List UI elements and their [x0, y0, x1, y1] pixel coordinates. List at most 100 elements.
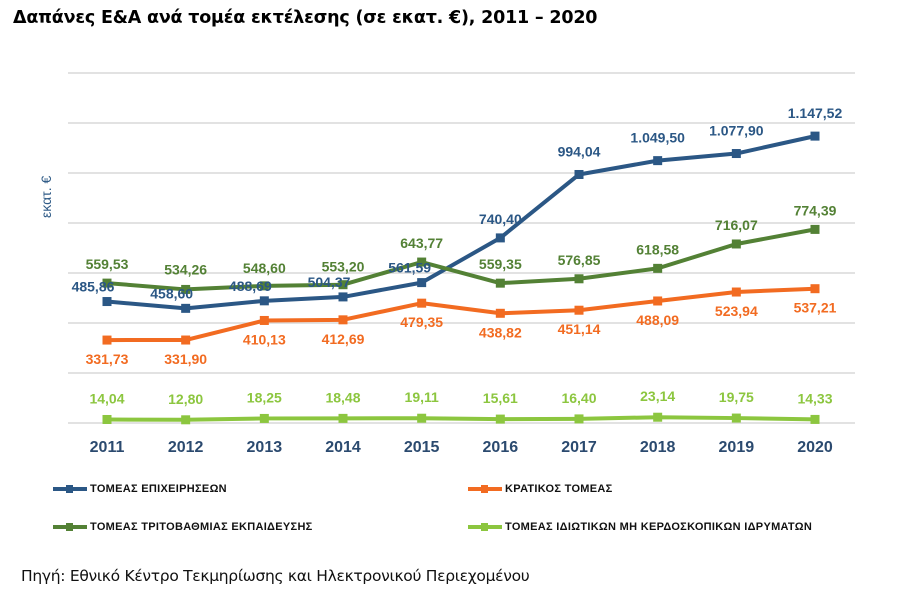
chart-title: Δαπάνες Ε&Α ανά τομέα εκτέλεσης (σε εκατ… — [13, 8, 598, 28]
data-point-business[interactable] — [338, 292, 348, 302]
x-tick-label: 2015 — [404, 439, 440, 456]
x-tick-label: 2014 — [325, 439, 361, 456]
data-point-higher-education[interactable] — [338, 280, 348, 290]
data-label-private-nonprofit: 16,40 — [561, 390, 596, 406]
data-label-government: 488,09 — [636, 312, 679, 328]
data-label-higher-education: 559,53 — [86, 256, 129, 272]
legend-item-business[interactable]: ΤΟΜΕΑΣ ΕΠΙΧΕΙΡΗΣΕΩΝ — [53, 483, 227, 495]
data-label-government: 331,73 — [86, 351, 129, 367]
data-label-government: 479,35 — [400, 314, 443, 330]
data-label-government: 537,21 — [794, 300, 837, 316]
data-point-government[interactable] — [731, 287, 741, 297]
data-label-business: 485,86 — [72, 279, 115, 295]
data-label-government: 331,90 — [164, 351, 207, 367]
data-point-higher-education[interactable] — [574, 274, 584, 284]
data-label-higher-education: 548,60 — [243, 260, 286, 276]
line-chart: 2011 2012 2013 2014 2015 2016 2017 2018 2019 2020… — [68, 72, 855, 456]
x-tick-label: 2012 — [168, 439, 204, 456]
data-point-higher-education[interactable] — [731, 239, 741, 249]
data-point-higher-education[interactable] — [181, 284, 191, 294]
data-point-private-nonprofit[interactable] — [417, 413, 427, 423]
series-line-higher-education — [106, 227, 816, 292]
data-labels: 485,86 458,60 488,69 504,37 561,59 740,40 994,… — [72, 105, 843, 407]
x-tick-label: 2011 — [90, 439, 125, 456]
data-point-private-nonprofit[interactable] — [495, 414, 505, 424]
legend-label: ΤΟΜΕΑΣ ΤΡΙΤΟΒΑΘΜΙΑΣ ΕΚΠΑΙΔΕΥΣΗΣ — [90, 521, 313, 533]
data-label-business: 740,40 — [479, 211, 522, 227]
legend-label: ΚΡΑΤΙΚΟΣ ΤΟΜΕΑΣ — [505, 483, 613, 495]
series-lines — [102, 131, 820, 425]
data-label-business: 1.049,50 — [630, 130, 685, 146]
data-label-higher-education: 774,39 — [794, 202, 837, 218]
data-label-private-nonprofit: 18,25 — [247, 389, 282, 405]
data-point-private-nonprofit[interactable] — [259, 413, 269, 423]
data-point-government[interactable] — [574, 305, 584, 315]
data-point-business[interactable] — [417, 278, 427, 288]
data-label-business: 561,59 — [388, 260, 431, 276]
data-point-business[interactable] — [574, 169, 584, 179]
data-point-higher-education[interactable] — [810, 224, 820, 234]
data-point-private-nonprofit[interactable] — [338, 413, 348, 423]
data-point-government[interactable] — [338, 315, 348, 325]
data-label-government: 523,94 — [715, 303, 758, 319]
legend-swatch — [53, 485, 87, 493]
data-label-government: 451,14 — [558, 321, 601, 337]
data-point-business[interactable] — [259, 296, 269, 306]
legend-swatch — [468, 485, 502, 493]
data-point-business[interactable] — [495, 233, 505, 243]
data-point-government[interactable] — [259, 315, 269, 325]
x-tick-label: 2020 — [797, 439, 833, 456]
legend-swatch — [468, 523, 502, 531]
data-point-private-nonprofit[interactable] — [653, 412, 663, 422]
data-point-business[interactable] — [181, 303, 191, 313]
data-point-business[interactable] — [731, 149, 741, 159]
x-tick-label: 2018 — [640, 439, 676, 456]
data-label-government: 410,13 — [243, 331, 286, 347]
data-label-higher-education: 716,07 — [715, 217, 758, 233]
data-point-government[interactable] — [102, 335, 112, 345]
legend-item-private-nonprofit[interactable]: ΤΟΜΕΑΣ ΙΔΙΩΤΙΚΩΝ ΜΗ ΚΕΡΔΟΣΚΟΠΙΚΩΝ ΙΔΡΥΜΑ… — [468, 521, 812, 533]
data-label-higher-education: 576,85 — [558, 252, 601, 268]
legend-item-government[interactable]: ΚΡΑΤΙΚΟΣ ΤΟΜΕΑΣ — [468, 483, 613, 495]
data-label-government: 438,82 — [479, 324, 522, 340]
data-point-business[interactable] — [653, 156, 663, 166]
data-label-private-nonprofit: 15,61 — [483, 390, 518, 406]
x-tick-labels: 2011 2012 2013 2014 2015 2016 2017 2018 2019 2020 — [90, 439, 833, 456]
legend-label: ΤΟΜΕΑΣ ΕΠΙΧΕΙΡΗΣΕΩΝ — [90, 483, 227, 495]
data-point-higher-education[interactable] — [653, 263, 663, 273]
data-label-private-nonprofit: 14,33 — [797, 390, 832, 406]
x-tick-label: 2013 — [247, 439, 283, 456]
data-point-higher-education[interactable] — [417, 257, 427, 267]
data-point-private-nonprofit[interactable] — [810, 414, 820, 424]
data-point-private-nonprofit[interactable] — [102, 414, 112, 424]
data-label-business: 488,69 — [229, 278, 272, 294]
data-point-private-nonprofit[interactable] — [181, 415, 191, 425]
data-label-private-nonprofit: 19,11 — [405, 389, 439, 405]
data-point-private-nonprofit[interactable] — [731, 413, 741, 423]
data-label-business: 994,04 — [558, 143, 601, 159]
x-tick-label: 2019 — [719, 439, 755, 456]
data-label-higher-education: 643,77 — [400, 235, 443, 251]
x-tick-label: 2016 — [483, 439, 519, 456]
data-label-private-nonprofit: 23,14 — [640, 388, 675, 404]
data-point-higher-education[interactable] — [495, 278, 505, 288]
data-label-higher-education: 534,26 — [164, 261, 207, 277]
source-note: Πηγή: Εθνικό Κέντρο Τεκμηρίωσης και Ηλεκ… — [21, 567, 530, 585]
legend-swatch — [53, 523, 87, 531]
data-point-government[interactable] — [417, 298, 427, 308]
data-point-government[interactable] — [810, 284, 820, 294]
data-point-government[interactable] — [653, 296, 663, 306]
x-tick-label: 2017 — [561, 439, 597, 456]
data-label-government: 412,69 — [322, 331, 365, 347]
data-point-business[interactable] — [810, 131, 820, 141]
data-point-government[interactable] — [495, 308, 505, 318]
data-label-higher-education: 559,35 — [479, 256, 522, 272]
data-point-higher-education[interactable] — [102, 278, 112, 288]
series-line-business — [106, 134, 816, 311]
data-point-higher-education[interactable] — [259, 281, 269, 291]
data-label-higher-education: 553,20 — [322, 259, 365, 275]
data-point-private-nonprofit[interactable] — [574, 414, 584, 424]
data-point-government[interactable] — [181, 335, 191, 345]
data-point-business[interactable] — [102, 297, 112, 307]
legend-item-higher-education[interactable]: ΤΟΜΕΑΣ ΤΡΙΤΟΒΑΘΜΙΑΣ ΕΚΠΑΙΔΕΥΣΗΣ — [53, 521, 313, 533]
